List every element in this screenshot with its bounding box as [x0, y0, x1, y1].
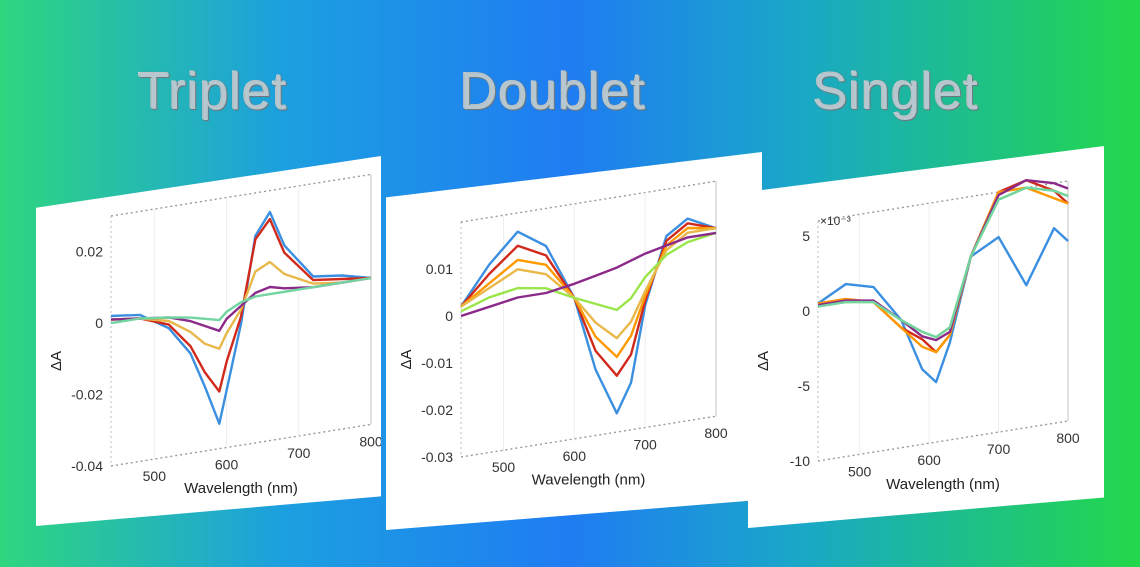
chart-doublet: 0.01 0 -0.01 -0.02 -0.03 500 600 700 800 Waveleng… — [398, 180, 728, 489]
panel-singlet: 5 0 -5 -10 500 600 700 800 Wavelength (nm) ΔA ×10⁻… — [748, 146, 1104, 528]
y-tick-label: -0.03 — [421, 449, 453, 465]
y-tick-label: 0 — [95, 315, 103, 331]
y-axis-label: ΔA — [398, 349, 415, 369]
plot-area: 0.01 0 -0.01 -0.02 -0.03 500 600 700 800 Waveleng… — [398, 180, 728, 489]
series-line — [460, 227, 717, 340]
x-tick-label: 500 — [848, 463, 872, 479]
x-tick-label: 800 — [1056, 430, 1080, 446]
y-tick-label: -10 — [790, 453, 810, 469]
frame-bottom — [817, 420, 1069, 462]
y-tick-label: 0.01 — [426, 261, 453, 277]
y-axis-label: ΔA — [755, 351, 772, 371]
y-tick-label: 0 — [445, 308, 453, 324]
y-tick-label: 0 — [802, 303, 810, 319]
series-line — [817, 186, 1069, 339]
chart-singlet: 5 0 -5 -10 500 600 700 800 Wavelength (nm) ΔA ×10⁻… — [755, 179, 1080, 493]
series-line — [460, 226, 717, 359]
x-tick-label: 600 — [215, 457, 239, 473]
series-line — [460, 231, 717, 313]
y-axis-label: ΔA — [48, 351, 65, 371]
y-tick-label: -5 — [798, 378, 811, 394]
x-tick-label: 700 — [633, 437, 657, 453]
x-tick-label: 800 — [704, 425, 728, 441]
series-line — [817, 186, 1069, 354]
y-tick-label: -0.04 — [71, 458, 103, 474]
frame-bottom — [460, 415, 717, 458]
x-tick-label: 800 — [359, 433, 381, 449]
y-scale-label: ×10⁻³ — [820, 214, 851, 228]
panel-triplet: 0.02 0 -0.02 -0.04 500 600 700 800 Wavelength (n… — [36, 156, 381, 526]
series-line — [817, 179, 1069, 342]
series-line — [817, 186, 1069, 339]
series-line — [110, 276, 372, 325]
chart-triplet: 0.02 0 -0.02 -0.04 500 600 700 800 Wavelength (n… — [48, 173, 381, 497]
series-line — [110, 260, 372, 350]
x-tick-label: 500 — [492, 459, 516, 475]
x-tick-label: 700 — [287, 445, 311, 461]
frame-bottom — [110, 423, 372, 467]
y-tick-label: 5 — [802, 228, 810, 244]
x-tick-label: 500 — [143, 468, 167, 484]
title-triplet: Triplet — [138, 63, 288, 121]
series-line — [817, 227, 1069, 384]
series-line — [110, 217, 372, 393]
y-tick-label: -0.02 — [421, 402, 453, 418]
series-line — [460, 217, 717, 415]
x-tick-label: 600 — [917, 452, 941, 468]
panel-doublet: 0.01 0 -0.01 -0.02 -0.03 500 600 700 800 Waveleng… — [386, 152, 762, 530]
y-tick-label: -0.01 — [421, 355, 453, 371]
series-line — [460, 231, 717, 318]
title-doublet: Doublet — [460, 63, 647, 121]
series-line — [110, 210, 372, 425]
plot-area: 0.02 0 -0.02 -0.04 500 600 700 800 Wavelength (n… — [48, 173, 381, 497]
y-tick-label: -0.02 — [71, 387, 103, 403]
series-line — [817, 179, 1069, 354]
frame-top — [460, 180, 717, 223]
plot-area: 5 0 -5 -10 500 600 700 800 Wavelength (nm) ΔA ×10⁻… — [755, 179, 1080, 493]
series-line — [460, 222, 717, 377]
x-axis-label: Wavelength (nm) — [532, 472, 646, 489]
y-tick-label: 0.02 — [76, 244, 103, 260]
title-singlet: Singlet — [813, 63, 979, 121]
x-tick-label: 700 — [987, 441, 1011, 457]
frame-top — [110, 173, 372, 217]
x-axis-label: Wavelength (nm) — [886, 476, 1000, 493]
x-tick-label: 600 — [563, 448, 587, 464]
x-axis-label: Wavelength (nm) — [184, 480, 298, 497]
